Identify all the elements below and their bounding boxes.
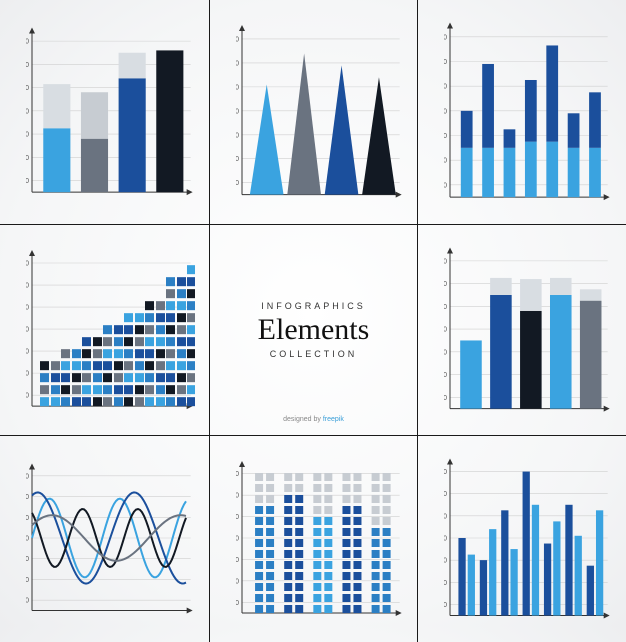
svg-text:70: 70 (236, 535, 239, 542)
chart-dot-towers: 10 30 50 70 90 110 130 (209, 435, 418, 642)
svg-text:70: 70 (26, 535, 29, 542)
chart-stacked-bars: 10 30 50 70 90 110 130 (0, 0, 209, 224)
svg-text:30: 30 (444, 580, 447, 587)
attribution: designed by freepik (283, 416, 344, 423)
svg-text:70: 70 (26, 326, 29, 333)
svg-text:110: 110 (444, 281, 447, 288)
svg-text:30: 30 (236, 578, 239, 585)
svg-text:90: 90 (26, 304, 29, 311)
svg-text:10: 10 (236, 600, 239, 607)
svg-text:30: 30 (26, 577, 29, 584)
svg-text:130: 130 (444, 34, 447, 41)
svg-text:130: 130 (26, 473, 29, 480)
svg-text:30: 30 (26, 370, 29, 377)
title-block: INFOGRAPHICS Elements COLLECTION designe… (209, 224, 418, 435)
svg-text:30: 30 (444, 372, 447, 379)
svg-text:50: 50 (26, 556, 29, 563)
svg-text:110: 110 (26, 494, 29, 501)
svg-text:70: 70 (444, 535, 447, 542)
svg-text:70: 70 (444, 326, 447, 333)
svg-text:130: 130 (236, 36, 239, 43)
svg-text:110: 110 (236, 492, 239, 499)
svg-text:10: 10 (26, 392, 29, 399)
svg-text:10: 10 (26, 597, 29, 604)
chart-overlap-bars: 10 30 50 70 90 110 130 (417, 224, 626, 435)
svg-text:130: 130 (444, 258, 447, 265)
svg-text:130: 130 (26, 39, 29, 46)
svg-text:130: 130 (236, 471, 239, 478)
attribution-brand: freepik (323, 416, 344, 423)
svg-text:50: 50 (236, 557, 239, 564)
svg-text:90: 90 (444, 84, 447, 91)
svg-text:30: 30 (444, 158, 447, 165)
chart-clustered-bars: 10 30 50 70 90 110 130 (417, 435, 626, 642)
svg-text:30: 30 (26, 155, 29, 162)
svg-text:110: 110 (444, 491, 447, 498)
attribution-prefix: designed by (283, 416, 323, 423)
svg-text:110: 110 (26, 282, 29, 289)
svg-text:70: 70 (26, 108, 29, 115)
chart-dot-matrix: 10 30 50 70 90 110 130 (0, 224, 209, 435)
svg-text:90: 90 (26, 515, 29, 522)
svg-text:10: 10 (236, 180, 239, 187)
svg-text:130: 130 (444, 469, 447, 476)
chart-grid: 10 30 50 70 90 110 130 10 30 50 70 90 110 130 10 30 50… (0, 0, 626, 626)
svg-text:130: 130 (26, 260, 29, 267)
svg-text:90: 90 (444, 304, 447, 311)
svg-text:50: 50 (26, 132, 29, 139)
svg-text:50: 50 (444, 133, 447, 140)
svg-text:110: 110 (444, 59, 447, 66)
svg-text:10: 10 (444, 182, 447, 189)
svg-text:90: 90 (236, 514, 239, 521)
svg-text:10: 10 (444, 602, 447, 609)
svg-text:50: 50 (26, 348, 29, 355)
chart-triangles: 10 30 50 70 90 110 130 (209, 0, 418, 224)
svg-text:70: 70 (444, 108, 447, 115)
svg-text:10: 10 (26, 178, 29, 185)
chart-thin-stacked: 10 30 50 70 90 110 130 (417, 0, 626, 224)
svg-text:90: 90 (444, 513, 447, 520)
svg-text:70: 70 (236, 108, 239, 115)
svg-text:110: 110 (236, 60, 239, 67)
title-bottom: COLLECTION (270, 349, 358, 359)
svg-text:50: 50 (444, 557, 447, 564)
svg-text:10: 10 (444, 394, 447, 401)
title-top: INFOGRAPHICS (261, 301, 366, 311)
svg-text:30: 30 (236, 156, 239, 163)
svg-text:90: 90 (236, 84, 239, 91)
svg-text:110: 110 (26, 62, 29, 69)
svg-text:50: 50 (236, 132, 239, 139)
svg-text:50: 50 (444, 349, 447, 356)
svg-text:90: 90 (26, 85, 29, 92)
chart-waves: 10 30 50 70 90 110 130 (0, 435, 209, 642)
title-main: Elements (258, 313, 370, 347)
